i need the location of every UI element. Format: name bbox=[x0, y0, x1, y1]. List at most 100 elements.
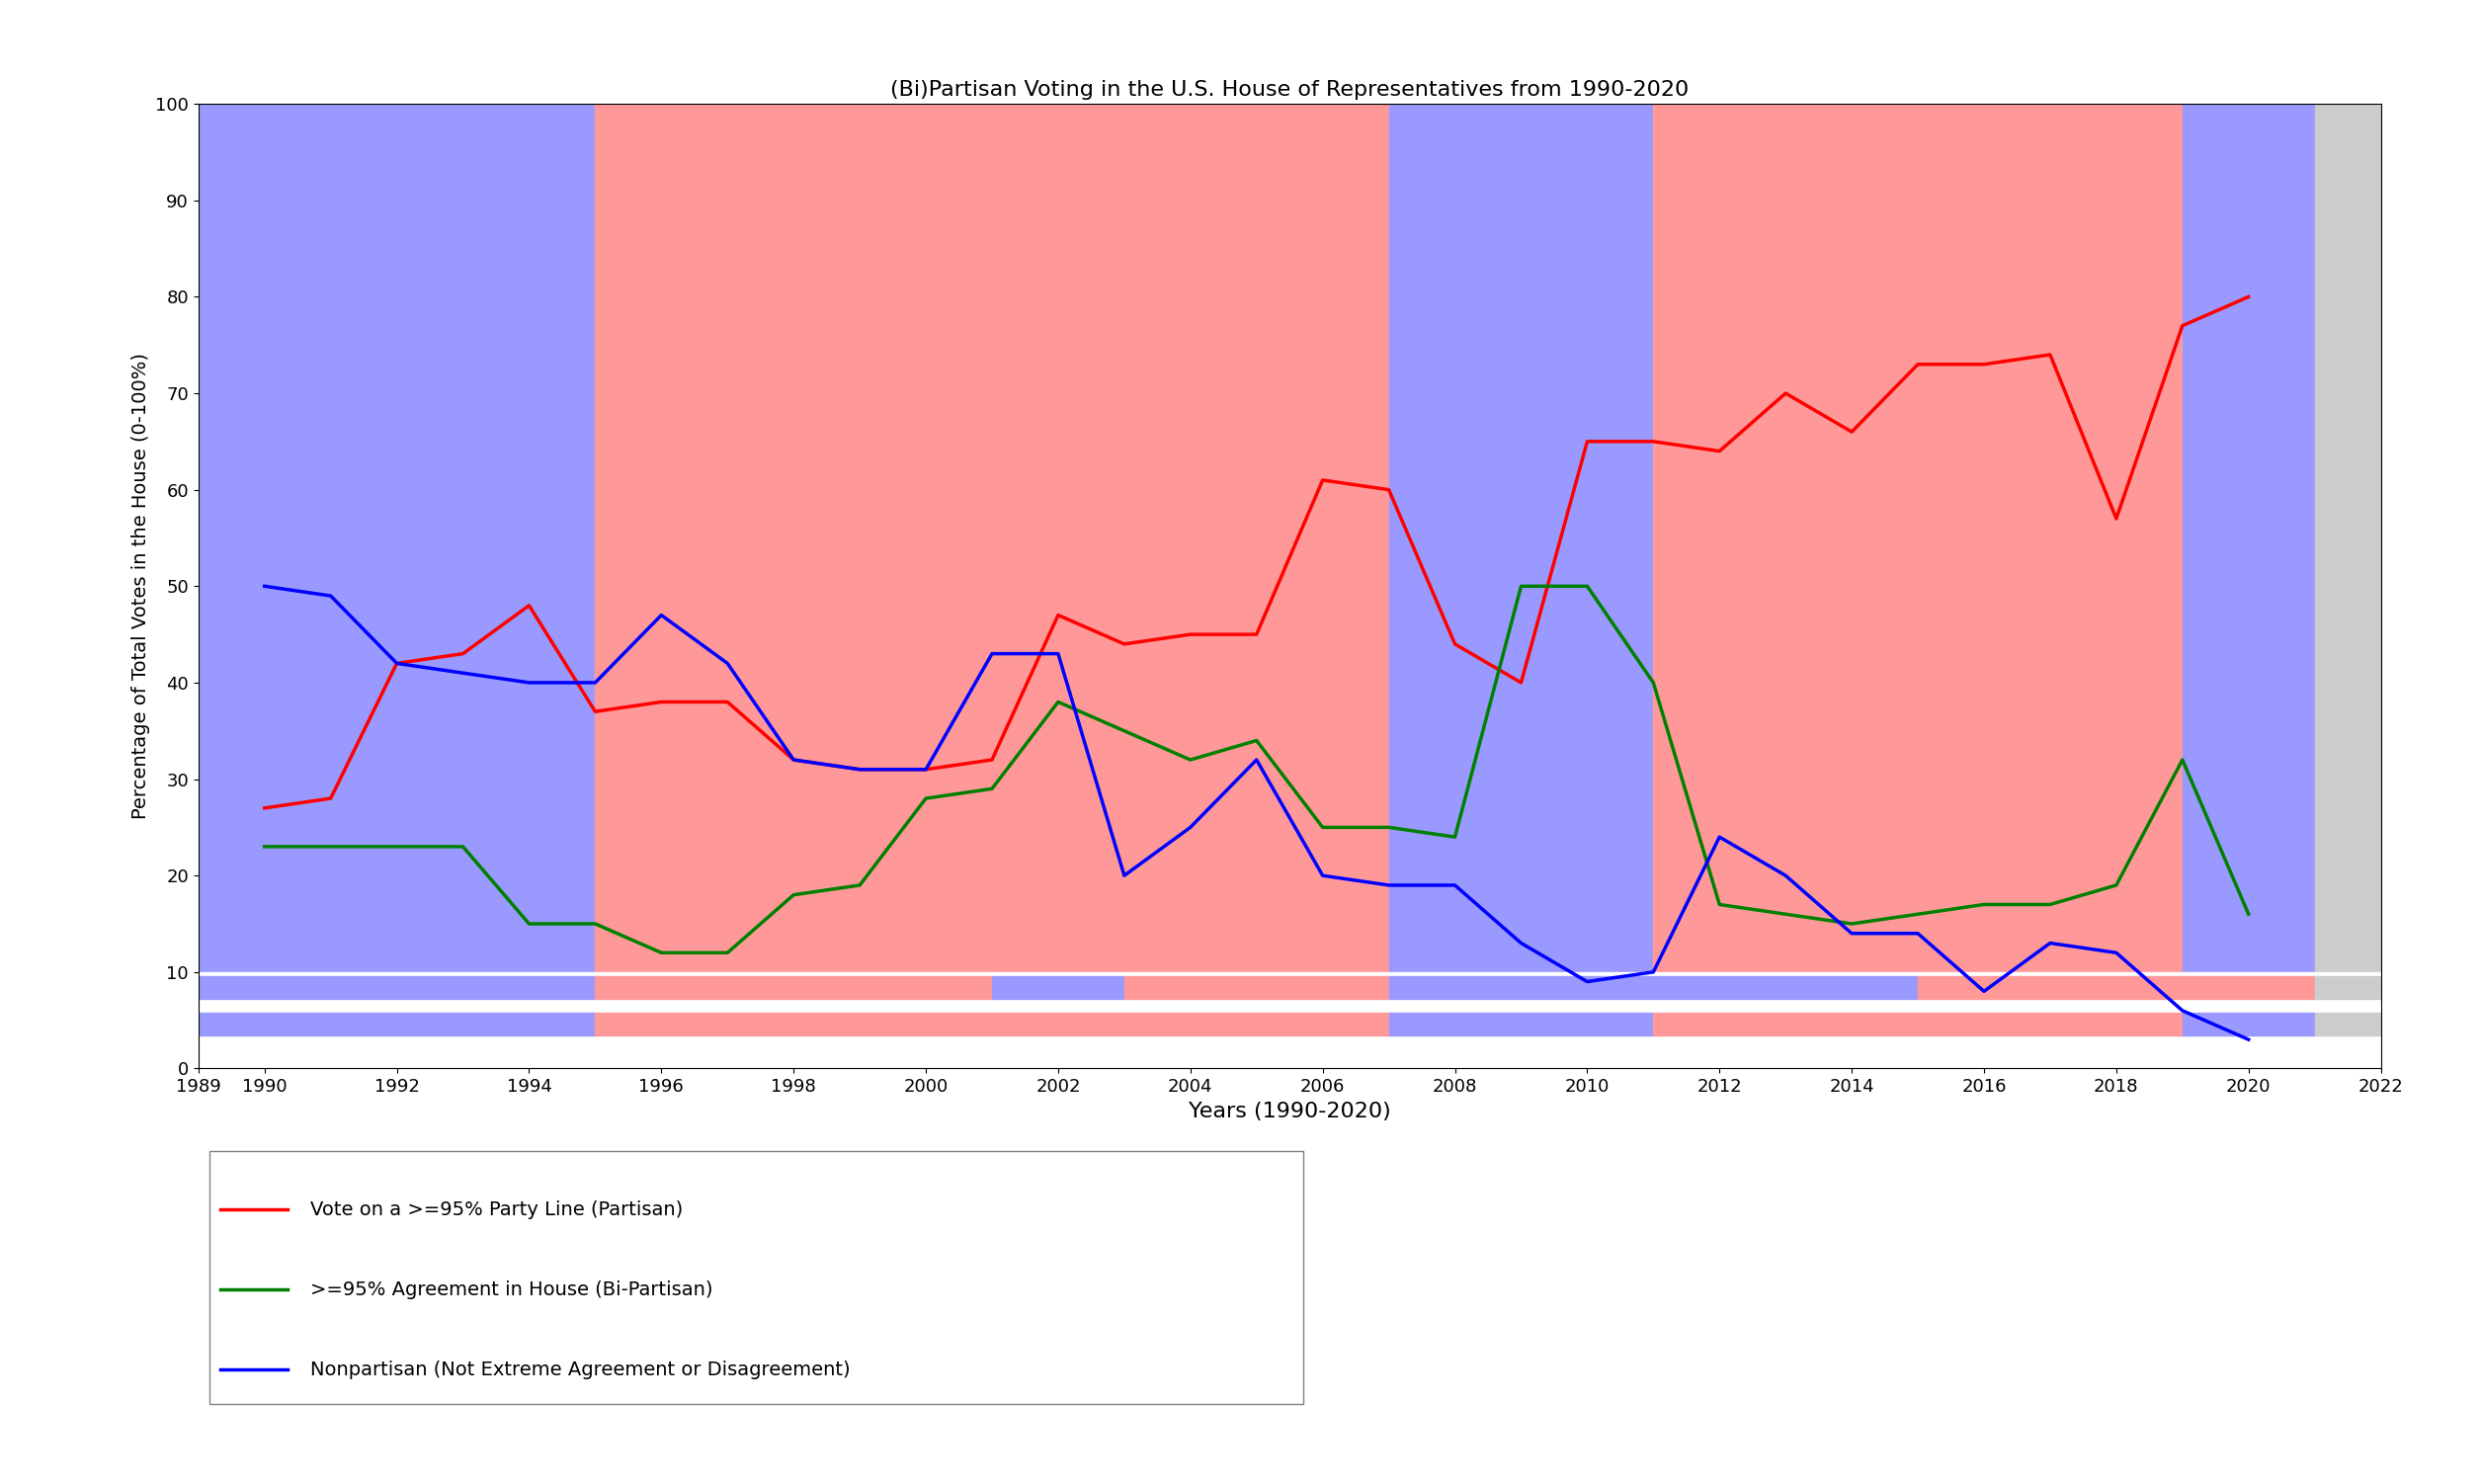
Line: >=95% Agreement in House (Bi-Partisan): >=95% Agreement in House (Bi-Partisan) bbox=[265, 586, 2249, 953]
Vote on a >=95% Party Line (Partisan) bbox=[1044, 605, 1074, 623]
Nonpartisan (Not Extreme Agreement or Disagreement) bbox=[1838, 925, 1867, 942]
Bar bbox=[595, 976, 992, 999]
Vote on a >=95% Party Line (Partisan) bbox=[1771, 384, 1800, 402]
>=95% Agreement in House (Bi-Partisan) bbox=[1505, 577, 1535, 595]
Bar bbox=[1917, 976, 2314, 999]
>=95% Agreement in House (Bi-Partisan) bbox=[977, 779, 1007, 797]
Bar bbox=[1389, 976, 1917, 999]
Bar bbox=[595, 104, 1389, 1068]
Nonpartisan (Not Extreme Agreement or Disagreement) bbox=[1307, 867, 1337, 884]
Nonpartisan (Not Extreme Agreement or Disagreement) bbox=[580, 674, 610, 692]
Bar bbox=[992, 976, 1123, 999]
Vote on a >=95% Party Line (Partisan) bbox=[1109, 635, 1138, 653]
>=95% Agreement in House (Bi-Partisan) bbox=[1374, 818, 1404, 835]
>=95% Agreement in House (Bi-Partisan) bbox=[1044, 693, 1074, 711]
>=95% Agreement in House (Bi-Partisan) bbox=[250, 837, 280, 855]
Line: Vote on a >=95% Party Line (Partisan): Vote on a >=95% Party Line (Partisan) bbox=[265, 297, 2249, 807]
Vote on a >=95% Party Line (Partisan) bbox=[779, 751, 808, 769]
Vote on a >=95% Party Line (Partisan) bbox=[1704, 442, 1734, 460]
Vote on a >=95% Party Line (Partisan) bbox=[977, 751, 1007, 769]
Vote on a >=95% Party Line (Partisan) bbox=[1441, 635, 1471, 653]
Vote on a >=95% Party Line (Partisan) bbox=[580, 702, 610, 720]
Bar bbox=[1654, 104, 2182, 1068]
>=95% Agreement in House (Bi-Partisan) bbox=[779, 886, 808, 904]
>=95% Agreement in House (Bi-Partisan) bbox=[513, 914, 543, 932]
Bar bbox=[595, 1012, 1389, 1036]
Nonpartisan (Not Extreme Agreement or Disagreement) bbox=[779, 751, 808, 769]
Nonpartisan (Not Extreme Agreement or Disagreement) bbox=[712, 654, 742, 672]
Nonpartisan (Not Extreme Agreement or Disagreement) bbox=[1441, 876, 1471, 893]
Nonpartisan (Not Extreme Agreement or Disagreement) bbox=[1044, 644, 1074, 662]
>=95% Agreement in House (Bi-Partisan) bbox=[1969, 895, 1999, 913]
Vote on a >=95% Party Line (Partisan) bbox=[1969, 355, 1999, 372]
Y-axis label: Percentage of Total Votes in the House (0-100%): Percentage of Total Votes in the House (… bbox=[131, 353, 149, 819]
Vote on a >=95% Party Line (Partisan) bbox=[1307, 470, 1337, 488]
Nonpartisan (Not Extreme Agreement or Disagreement) bbox=[910, 760, 940, 778]
>=95% Agreement in House (Bi-Partisan) bbox=[1771, 905, 1800, 923]
Vote on a >=95% Party Line (Partisan) bbox=[2168, 316, 2197, 334]
>=95% Agreement in House (Bi-Partisan) bbox=[1902, 905, 1932, 923]
Vote on a >=95% Party Line (Partisan) bbox=[1902, 355, 1932, 372]
>=95% Agreement in House (Bi-Partisan) bbox=[1441, 828, 1471, 846]
Vote on a >=95% Party Line (Partisan) bbox=[2234, 288, 2264, 306]
Bar bbox=[2314, 104, 2381, 1068]
>=95% Agreement in House (Bi-Partisan) bbox=[1704, 895, 1734, 913]
Vote on a >=95% Party Line (Partisan) bbox=[846, 760, 875, 778]
Nonpartisan (Not Extreme Agreement or Disagreement) bbox=[1109, 867, 1138, 884]
Vote on a >=95% Party Line (Partisan) bbox=[1176, 625, 1205, 643]
Bar bbox=[1389, 104, 1654, 1068]
Text: Nonpartisan (Not Extreme Agreement or Disagreement): Nonpartisan (Not Extreme Agreement or Di… bbox=[310, 1361, 851, 1379]
Nonpartisan (Not Extreme Agreement or Disagreement) bbox=[315, 586, 345, 604]
Nonpartisan (Not Extreme Agreement or Disagreement) bbox=[513, 674, 543, 692]
Nonpartisan (Not Extreme Agreement or Disagreement) bbox=[250, 577, 280, 595]
>=95% Agreement in House (Bi-Partisan) bbox=[1572, 577, 1602, 595]
Vote on a >=95% Party Line (Partisan) bbox=[2036, 346, 2066, 364]
Vote on a >=95% Party Line (Partisan) bbox=[250, 798, 280, 816]
>=95% Agreement in House (Bi-Partisan) bbox=[2168, 751, 2197, 769]
Bar bbox=[1123, 976, 1389, 999]
Bar bbox=[198, 104, 595, 1068]
Vote on a >=95% Party Line (Partisan) bbox=[315, 789, 345, 807]
Vote on a >=95% Party Line (Partisan) bbox=[910, 760, 940, 778]
Title: (Bi)Partisan Voting in the U.S. House of Representatives from 1990-2020: (Bi)Partisan Voting in the U.S. House of… bbox=[890, 80, 1689, 99]
Nonpartisan (Not Extreme Agreement or Disagreement) bbox=[1969, 982, 1999, 1000]
>=95% Agreement in House (Bi-Partisan) bbox=[1242, 732, 1272, 749]
Nonpartisan (Not Extreme Agreement or Disagreement) bbox=[1505, 935, 1535, 953]
Line: Nonpartisan (Not Extreme Agreement or Disagreement): Nonpartisan (Not Extreme Agreement or Di… bbox=[265, 586, 2249, 1039]
Bar bbox=[1654, 1012, 2182, 1036]
Nonpartisan (Not Extreme Agreement or Disagreement) bbox=[1639, 963, 1669, 981]
Nonpartisan (Not Extreme Agreement or Disagreement) bbox=[977, 644, 1007, 662]
Nonpartisan (Not Extreme Agreement or Disagreement) bbox=[2036, 935, 2066, 953]
FancyBboxPatch shape bbox=[208, 1150, 1304, 1404]
Nonpartisan (Not Extreme Agreement or Disagreement) bbox=[1572, 974, 1602, 991]
Nonpartisan (Not Extreme Agreement or Disagreement) bbox=[2168, 1002, 2197, 1020]
>=95% Agreement in House (Bi-Partisan) bbox=[1838, 914, 1867, 932]
>=95% Agreement in House (Bi-Partisan) bbox=[1307, 818, 1337, 835]
Vote on a >=95% Party Line (Partisan) bbox=[513, 597, 543, 614]
X-axis label: Years (1990-2020): Years (1990-2020) bbox=[1188, 1101, 1391, 1120]
Vote on a >=95% Party Line (Partisan) bbox=[2101, 509, 2130, 527]
>=95% Agreement in House (Bi-Partisan) bbox=[2036, 895, 2066, 913]
Vote on a >=95% Party Line (Partisan) bbox=[1572, 432, 1602, 450]
Nonpartisan (Not Extreme Agreement or Disagreement) bbox=[2101, 944, 2130, 962]
Nonpartisan (Not Extreme Agreement or Disagreement) bbox=[1771, 867, 1800, 884]
Nonpartisan (Not Extreme Agreement or Disagreement) bbox=[1902, 925, 1932, 942]
>=95% Agreement in House (Bi-Partisan) bbox=[910, 789, 940, 807]
Vote on a >=95% Party Line (Partisan) bbox=[647, 693, 677, 711]
Text: >=95% Agreement in House (Bi-Partisan): >=95% Agreement in House (Bi-Partisan) bbox=[310, 1281, 712, 1298]
Vote on a >=95% Party Line (Partisan) bbox=[1242, 625, 1272, 643]
Vote on a >=95% Party Line (Partisan) bbox=[1838, 423, 1867, 441]
Bar bbox=[2182, 1012, 2314, 1036]
>=95% Agreement in House (Bi-Partisan) bbox=[382, 837, 412, 855]
Nonpartisan (Not Extreme Agreement or Disagreement) bbox=[449, 663, 479, 681]
>=95% Agreement in House (Bi-Partisan) bbox=[2234, 905, 2264, 923]
Nonpartisan (Not Extreme Agreement or Disagreement) bbox=[1374, 876, 1404, 893]
Vote on a >=95% Party Line (Partisan) bbox=[1374, 481, 1404, 499]
>=95% Agreement in House (Bi-Partisan) bbox=[315, 837, 345, 855]
Nonpartisan (Not Extreme Agreement or Disagreement) bbox=[846, 760, 875, 778]
>=95% Agreement in House (Bi-Partisan) bbox=[1176, 751, 1205, 769]
Bar bbox=[198, 1012, 595, 1036]
Text: Vote on a >=95% Party Line (Partisan): Vote on a >=95% Party Line (Partisan) bbox=[310, 1201, 682, 1218]
Bar bbox=[1389, 1012, 1654, 1036]
Bar bbox=[2314, 976, 2381, 999]
